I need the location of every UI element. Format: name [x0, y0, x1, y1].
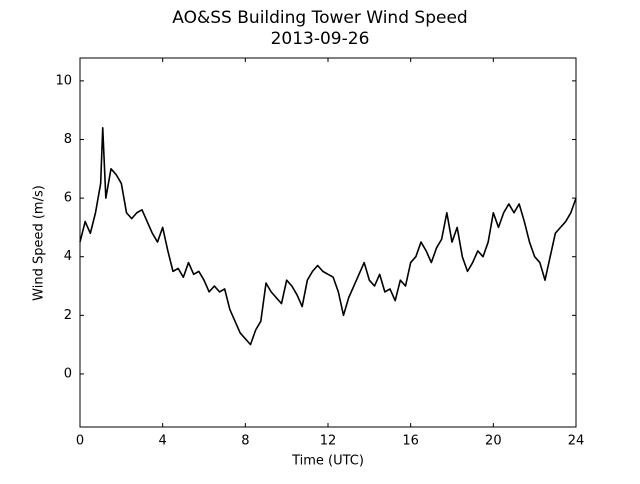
y-tick-label: 8 — [64, 132, 72, 147]
x-tick-label: 4 — [159, 434, 167, 449]
chart-subtitle: 2013-09-26 — [271, 29, 370, 49]
chart-title: AO&SS Building Tower Wind Speed — [172, 8, 467, 28]
y-tick-label: 10 — [55, 73, 72, 88]
y-tick-label: 2 — [64, 308, 72, 323]
x-tick-label: 8 — [241, 434, 249, 449]
x-tick-label: 12 — [320, 434, 337, 449]
x-tick-label: 20 — [485, 434, 502, 449]
plot-frame — [79, 57, 577, 428]
x-tick-label: 24 — [568, 434, 585, 449]
line — [79, 126, 577, 346]
y-axis-label: Wind Speed (m/s) — [32, 185, 47, 301]
y-tick-label: 6 — [64, 191, 72, 206]
x-tick-label: 0 — [76, 434, 84, 449]
y-tick-label: 4 — [64, 249, 72, 264]
x-tick-label: 16 — [402, 434, 419, 449]
x-axis-label: Time (UTC) — [291, 454, 364, 469]
y-tick-label: 0 — [64, 366, 72, 381]
